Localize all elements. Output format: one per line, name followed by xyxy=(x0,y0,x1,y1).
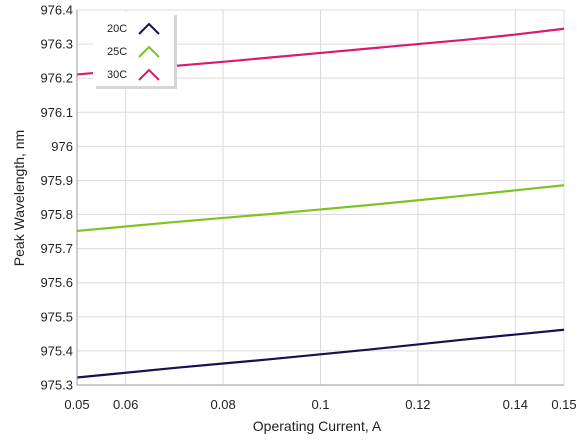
legend-marker xyxy=(138,45,160,58)
x-tick-label: 0.1 xyxy=(311,397,329,412)
series-line-25C xyxy=(76,184,565,233)
x-tick-label: 0.08 xyxy=(210,397,235,412)
series-line-20C xyxy=(76,328,565,379)
x-tick-label: 0.15 xyxy=(551,397,576,412)
y-tick-label: 975.4 xyxy=(40,343,73,358)
x-tick-label: 0.06 xyxy=(113,397,138,412)
x-tick-labels: 0.05 0.06 0.08 0.1 0.12 0.14 0.15 xyxy=(64,397,576,412)
legend-box xyxy=(93,12,174,86)
legend-label: 25C xyxy=(107,46,127,58)
y-tick-label: 976.4 xyxy=(40,3,73,18)
y-tick-label: 976.2 xyxy=(40,71,73,86)
legend: 20C 25C 30C xyxy=(93,12,177,89)
x-axis-title: Operating Current, A xyxy=(253,418,382,434)
x-tick-label: 0.12 xyxy=(405,397,430,412)
y-tick-label: 975.5 xyxy=(40,309,73,324)
legend-label: 20C xyxy=(107,23,127,35)
axes xyxy=(76,10,564,386)
y-axis-title: Peak Wavelength, nm xyxy=(11,130,27,266)
y-tick-label: 976 xyxy=(51,139,73,154)
y-tick-labels: 975.3 975.4 975.5 975.6 975.7 975.8 975.9 976 97… xyxy=(40,3,73,393)
y-tick-label: 975.9 xyxy=(40,173,73,188)
y-tick-label: 976.3 xyxy=(40,37,73,52)
legend-marker xyxy=(138,68,160,81)
y-tick-label: 976.1 xyxy=(40,105,73,120)
legend-marker xyxy=(138,22,160,35)
y-tick-label: 975.8 xyxy=(40,207,73,222)
y-tick-label: 975.6 xyxy=(40,275,73,290)
y-tick-label: 975.3 xyxy=(40,378,73,393)
x-tick-label: 0.05 xyxy=(64,397,89,412)
y-tick-label: 975.7 xyxy=(40,241,73,256)
x-tick-label: 0.14 xyxy=(503,397,528,412)
legend-label: 30C xyxy=(107,69,127,81)
